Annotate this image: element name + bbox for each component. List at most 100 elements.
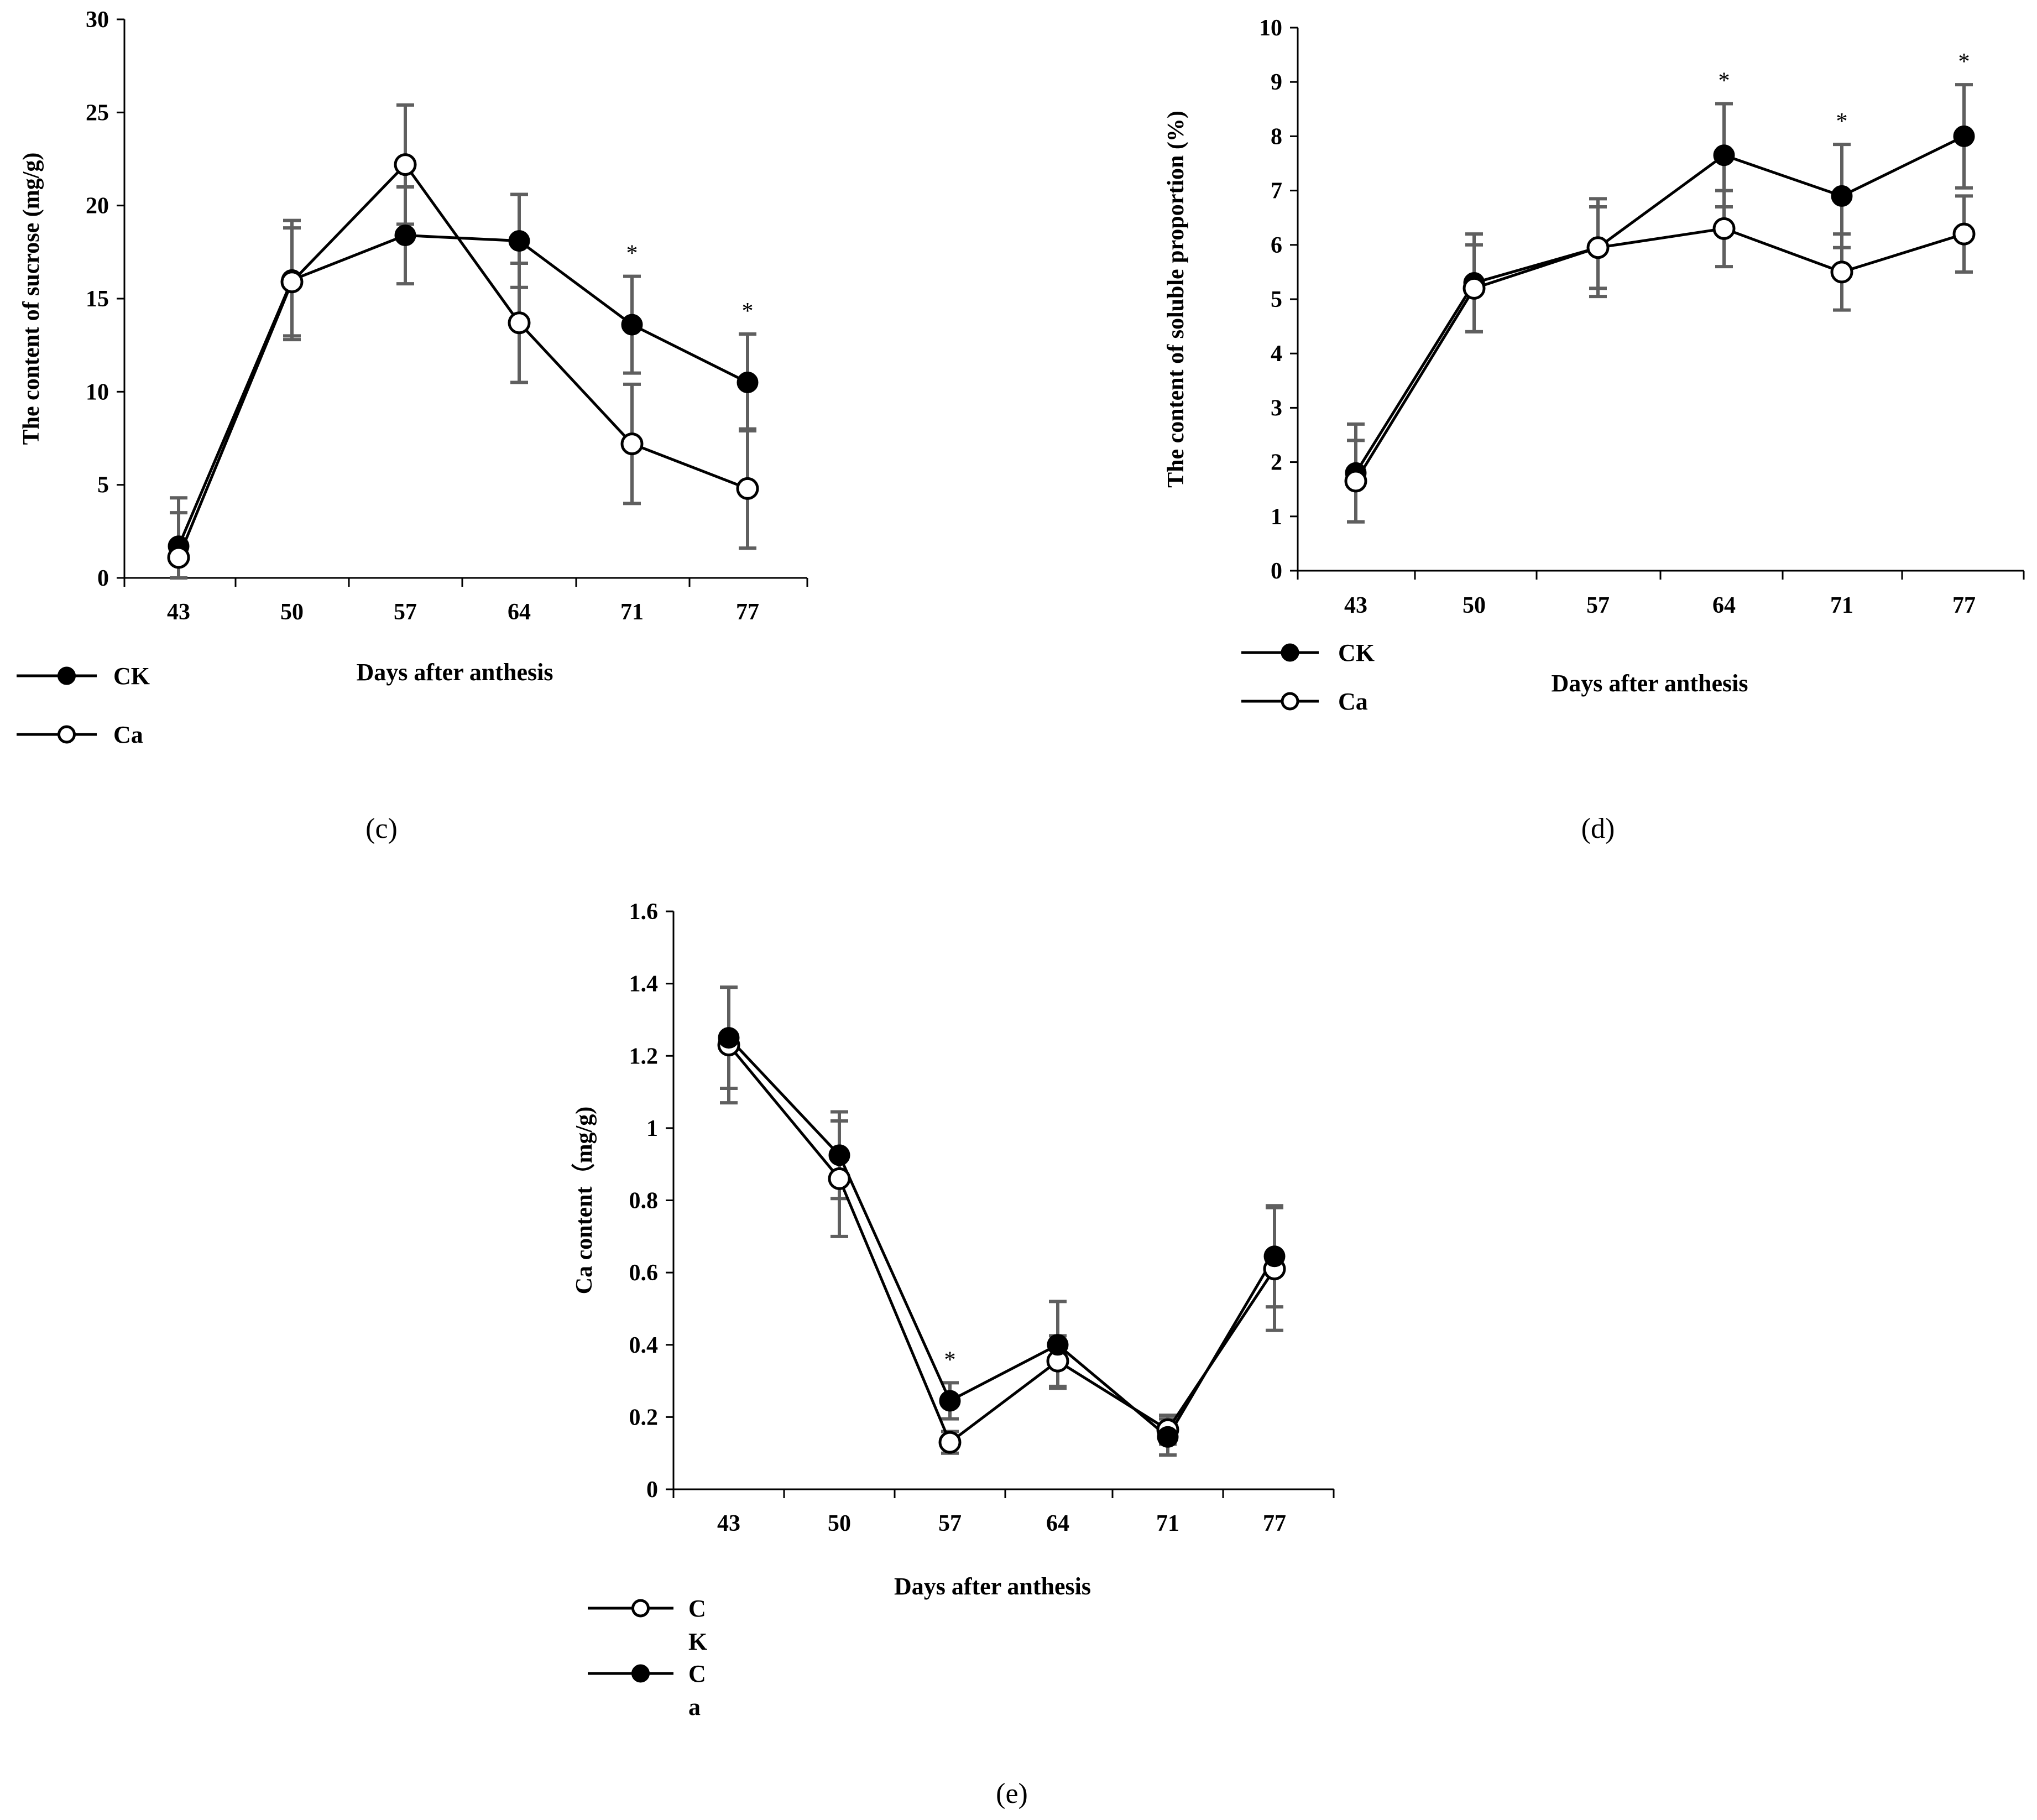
data-point-ca — [1830, 260, 1853, 284]
data-point-ca — [939, 1390, 961, 1412]
data-point-ca — [1586, 236, 1610, 259]
series-line-ca — [1354, 227, 1965, 482]
legend-label: CK — [113, 663, 150, 690]
data-point-ca — [508, 311, 531, 335]
data-point-ca — [1157, 1426, 1179, 1448]
data-point-ca — [1712, 217, 1736, 240]
data-point-ca — [620, 432, 644, 456]
y-tick-label: 10 — [1259, 15, 1282, 41]
chart-panel-d: 0 1 2 3 4 5 6 7 8 9 10 43 50 57 64 71 77 The content of s… — [1163, 15, 2025, 844]
legend-label: Ca — [1338, 688, 1368, 715]
data-point-ca — [1463, 277, 1486, 300]
legend-label-line: K — [688, 1628, 707, 1655]
legend-label-line: CK — [113, 663, 150, 690]
legend-marker — [58, 666, 76, 685]
y-tick-label: 5 — [1271, 287, 1282, 312]
data-point-ck — [621, 314, 643, 336]
x-tick-label: 43 — [717, 1511, 740, 1536]
series-line-ck — [177, 234, 749, 547]
y-tick-label: 6 — [1271, 233, 1282, 258]
legend-label: CK — [1338, 639, 1375, 666]
y-tick-label: 1.2 — [629, 1044, 659, 1069]
chart-panel-e: 0 0.2 0.4 0.6 0.8 1 1.2 1.4 1.6 43 50 57 64 71 77 Ca co… — [571, 899, 1335, 1809]
data-point-ca — [718, 1027, 740, 1049]
significance-star: * — [944, 1347, 956, 1373]
data-point-ca — [280, 270, 304, 294]
x-tick-label: 57 — [938, 1511, 962, 1536]
y-tick-label: 0.6 — [629, 1260, 659, 1286]
data-point-ck — [508, 230, 530, 252]
legend-marker — [1281, 643, 1299, 662]
x-tick-label: 50 — [828, 1511, 851, 1536]
significance-star: * — [1719, 68, 1730, 93]
significance-star: * — [626, 241, 638, 267]
series-line-ck — [728, 1044, 1276, 1445]
y-tick-label: 30 — [86, 7, 109, 33]
panel-caption: (d) — [1581, 813, 1615, 844]
y-tick-label: 7 — [1271, 179, 1282, 204]
y-tick-label: 0 — [1271, 559, 1282, 584]
legend-label: Ca — [113, 721, 143, 748]
y-tick-label: 3 — [1271, 395, 1282, 421]
legend-marker — [1281, 692, 1299, 711]
series-line-ca — [177, 162, 748, 558]
x-tick-label: 64 — [508, 599, 531, 625]
data-point-ca — [394, 153, 417, 176]
y-tick-label: 1.4 — [629, 972, 659, 997]
legend-marker — [58, 725, 76, 744]
y-tick-label: 10 — [86, 379, 109, 405]
x-axis-title: Days after anthesis — [356, 659, 553, 686]
data-point-ca — [828, 1144, 850, 1166]
data-point-ca — [167, 546, 190, 569]
data-point-ca — [1952, 222, 1976, 246]
x-tick-label: 50 — [280, 599, 304, 625]
legend-label-line: C — [688, 1595, 706, 1622]
y-axis-title: The content of soluble proportion (%) — [1163, 111, 1189, 488]
data-point-ca — [1344, 470, 1367, 493]
x-tick-label: 43 — [1344, 593, 1367, 618]
x-tick-label: 57 — [1586, 593, 1610, 618]
x-axis-title: Days after anthesis — [894, 1573, 1091, 1600]
y-tick-label: 4 — [1271, 341, 1282, 367]
legend-label-line: Ca — [113, 721, 143, 748]
y-tick-label: 0 — [646, 1477, 658, 1503]
legend-label-line: CK — [1338, 639, 1375, 666]
data-point-ck — [938, 1431, 962, 1454]
x-tick-label: 77 — [1952, 593, 1976, 618]
x-tick-label: 77 — [1263, 1511, 1286, 1536]
series-line-ck — [1354, 135, 1965, 474]
x-tick-label: 50 — [1463, 593, 1486, 618]
chart-panel-c: 0 5 10 15 20 25 30 43 50 57 64 71 77 The content of s… — [17, 7, 808, 844]
legend-label-line: Ca — [1338, 688, 1368, 715]
x-tick-label: 71 — [1830, 593, 1853, 618]
x-tick-label: 71 — [620, 599, 644, 625]
legend-label-line: C — [688, 1660, 706, 1687]
x-tick-label: 57 — [394, 599, 417, 625]
data-point-ck — [1831, 185, 1853, 207]
data-point-ca — [1263, 1245, 1286, 1268]
y-tick-label: 2 — [1271, 450, 1282, 476]
x-tick-label: 64 — [1712, 593, 1736, 618]
data-point-ck — [828, 1167, 851, 1190]
y-tick-label: 0 — [97, 566, 109, 591]
data-point-ck — [1713, 144, 1735, 166]
y-tick-label: 5 — [97, 473, 109, 498]
y-tick-label: 9 — [1271, 70, 1282, 95]
y-tick-label: 0.2 — [629, 1405, 659, 1430]
data-point-ca — [736, 477, 759, 500]
x-axis-title: Days after anthesis — [1551, 670, 1748, 697]
panel-caption: (e) — [996, 1778, 1028, 1809]
y-tick-label: 25 — [86, 100, 109, 126]
y-axis-title: The content of sucrose (mg/g) — [19, 153, 44, 445]
y-tick-label: 1 — [646, 1116, 658, 1141]
y-tick-label: 0.4 — [629, 1333, 659, 1358]
series-line-ca — [728, 1036, 1276, 1440]
data-point-ck — [394, 225, 416, 247]
x-tick-label: 43 — [167, 599, 190, 625]
data-point-ck — [737, 372, 759, 393]
significance-star: * — [1836, 109, 1848, 134]
x-tick-label: 77 — [736, 599, 759, 625]
